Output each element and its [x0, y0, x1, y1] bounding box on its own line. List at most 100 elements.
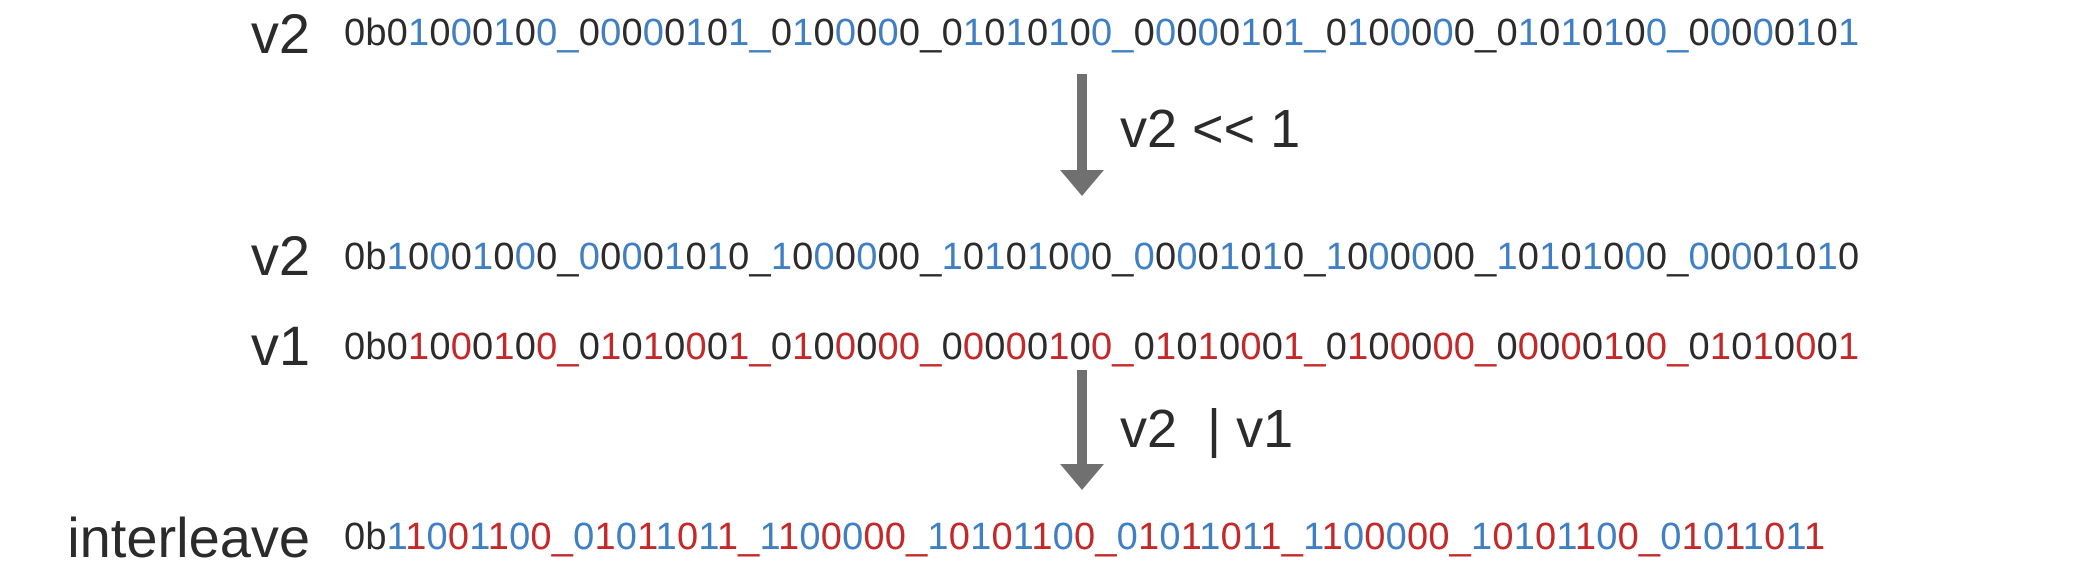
bit-segment: 0: [1731, 236, 1753, 278]
bit-segment: 1_: [728, 12, 771, 54]
bit-segment: 0_: [898, 12, 942, 54]
bit-segment: 1: [1804, 516, 1826, 558]
bit-segment: 1: [1303, 516, 1322, 558]
bit-segment: 1: [1026, 236, 1049, 278]
bit-segment: 0: [615, 516, 638, 558]
bit-segment: 0: [1432, 326, 1454, 368]
bit-segment: 1: [1012, 516, 1032, 558]
bit-segment: 0: [1133, 12, 1155, 54]
bit-segment: 0: [1752, 236, 1774, 278]
bit-segment: 0: [450, 326, 473, 368]
bit-segment: 1: [1347, 12, 1369, 54]
bit-segment: 0: [685, 326, 707, 368]
bit-segment: 0: [1731, 326, 1753, 368]
bit-segment: 0: [1116, 516, 1139, 558]
bit-segment: 1: [1560, 12, 1582, 54]
bit-segment: 0: [426, 516, 448, 558]
bit-segment: 1: [1581, 236, 1604, 278]
bit-segment: 0: [1154, 12, 1177, 54]
bit-segment: 0: [991, 516, 1013, 558]
bit-segment: 1: [1048, 12, 1070, 54]
row-label-interleave: interleave: [67, 506, 310, 569]
bit-segment: 0: [856, 236, 878, 278]
bit-segment: 0: [447, 516, 470, 558]
bit-segment: 0: [1688, 326, 1710, 368]
or-arrow-head: [1060, 464, 1104, 490]
bit-segment: 1: [1603, 326, 1625, 368]
bit-segment: 0: [1702, 516, 1725, 558]
bit-segment: 1: [469, 516, 488, 558]
bit-segment: 0: [1389, 236, 1412, 278]
bit-segment: 0: [1581, 12, 1604, 54]
bit-segment: 0: [514, 236, 537, 278]
bit-segment: 1: [792, 12, 814, 54]
bit-segment: 0: [962, 236, 985, 278]
bit-segment: 0: [1219, 12, 1241, 54]
bit-segment: 0: [514, 12, 537, 54]
bit-segment: 1: [984, 236, 1006, 278]
bit-segment: 1: [1031, 516, 1053, 558]
bit-segment: 0_: [1074, 516, 1117, 558]
bit-segment: 0: [1261, 12, 1284, 54]
bit-segment: 0: [1535, 516, 1557, 558]
bit-segment: 1: [759, 516, 779, 558]
bit-segment: 0: [429, 326, 451, 368]
bit-segment: 0: [1581, 326, 1604, 368]
bit-segment: 0: [621, 236, 643, 278]
bit-segment: 0: [1752, 12, 1774, 54]
bit-segment: 1: [1556, 516, 1575, 558]
bit-segment: 1: [792, 326, 814, 368]
bit-segment: 0: [1560, 236, 1582, 278]
bit-segment: 1: [386, 236, 409, 278]
bit-segment: 1: [1219, 236, 1241, 278]
bit-segment: 1: [1681, 516, 1703, 558]
bit-segment: 1: [1197, 326, 1220, 368]
bit-segment: 1: [594, 516, 616, 558]
bit-segment: 0: [1325, 326, 1348, 368]
bit-segment: 0: [813, 326, 835, 368]
bit-segment: 1: [1154, 326, 1177, 368]
bit-segment: 0: [1389, 12, 1412, 54]
bit-segment: 0: [813, 12, 835, 54]
bit-segment: 0: [863, 516, 885, 558]
shift-arrow-head: [1060, 170, 1104, 196]
bit-segment: 1: [1180, 516, 1200, 558]
bit-segment: 0: [472, 12, 494, 54]
bit-segment: 0_: [1645, 236, 1689, 278]
bit-segment: 1_: [728, 326, 771, 368]
bit-segment: 0_: [1090, 12, 1134, 54]
bit-segment: 0: [450, 236, 473, 278]
bit-segment: 0_: [1645, 326, 1689, 368]
bit-segment: 0: [1496, 326, 1518, 368]
bit-segment: 0: [621, 326, 643, 368]
bit-segment: 0: [1005, 326, 1027, 368]
bit-segment: 0_: [1090, 326, 1134, 368]
bit-segment: 1_: [716, 516, 760, 558]
bit-segment: 0: [429, 12, 451, 54]
bit-segment: 0: [1154, 236, 1177, 278]
bit-segment: 0: [1368, 12, 1390, 54]
bit-segment: 1: [1795, 12, 1817, 54]
row-label-v2-original: v2: [250, 2, 310, 65]
bit-segment: 0: [621, 12, 643, 54]
bit-segment: 0: [856, 326, 878, 368]
bit-segment: 0: [834, 236, 857, 278]
bit-segment: 0: [1432, 236, 1454, 278]
bit-segment: 0: [842, 516, 864, 558]
bit-segment: 0: [1660, 516, 1682, 558]
bit-segment: 1: [706, 236, 729, 278]
bit-segment: 0: [1048, 236, 1070, 278]
bit-segment: 0: [1176, 326, 1198, 368]
bit-segment: 0b: [344, 236, 387, 278]
bit-segment: 1: [1517, 12, 1540, 54]
bits-v2-shifted: 0b10001000_00001010_1000000_10101000_000…: [344, 238, 1859, 276]
bit-segment: 1_: [1283, 12, 1326, 54]
bit-segment: 0: [1539, 12, 1561, 54]
bit-segment: 0: [1133, 326, 1155, 368]
bit-segment: 0: [1406, 516, 1429, 558]
bit-segment: 0: [770, 12, 793, 54]
bit-segment: 0: [1764, 516, 1786, 558]
bit-segment: 0: [450, 12, 473, 54]
bit-segment: 0: [642, 236, 665, 278]
bit-segment: 0: [1624, 236, 1646, 278]
